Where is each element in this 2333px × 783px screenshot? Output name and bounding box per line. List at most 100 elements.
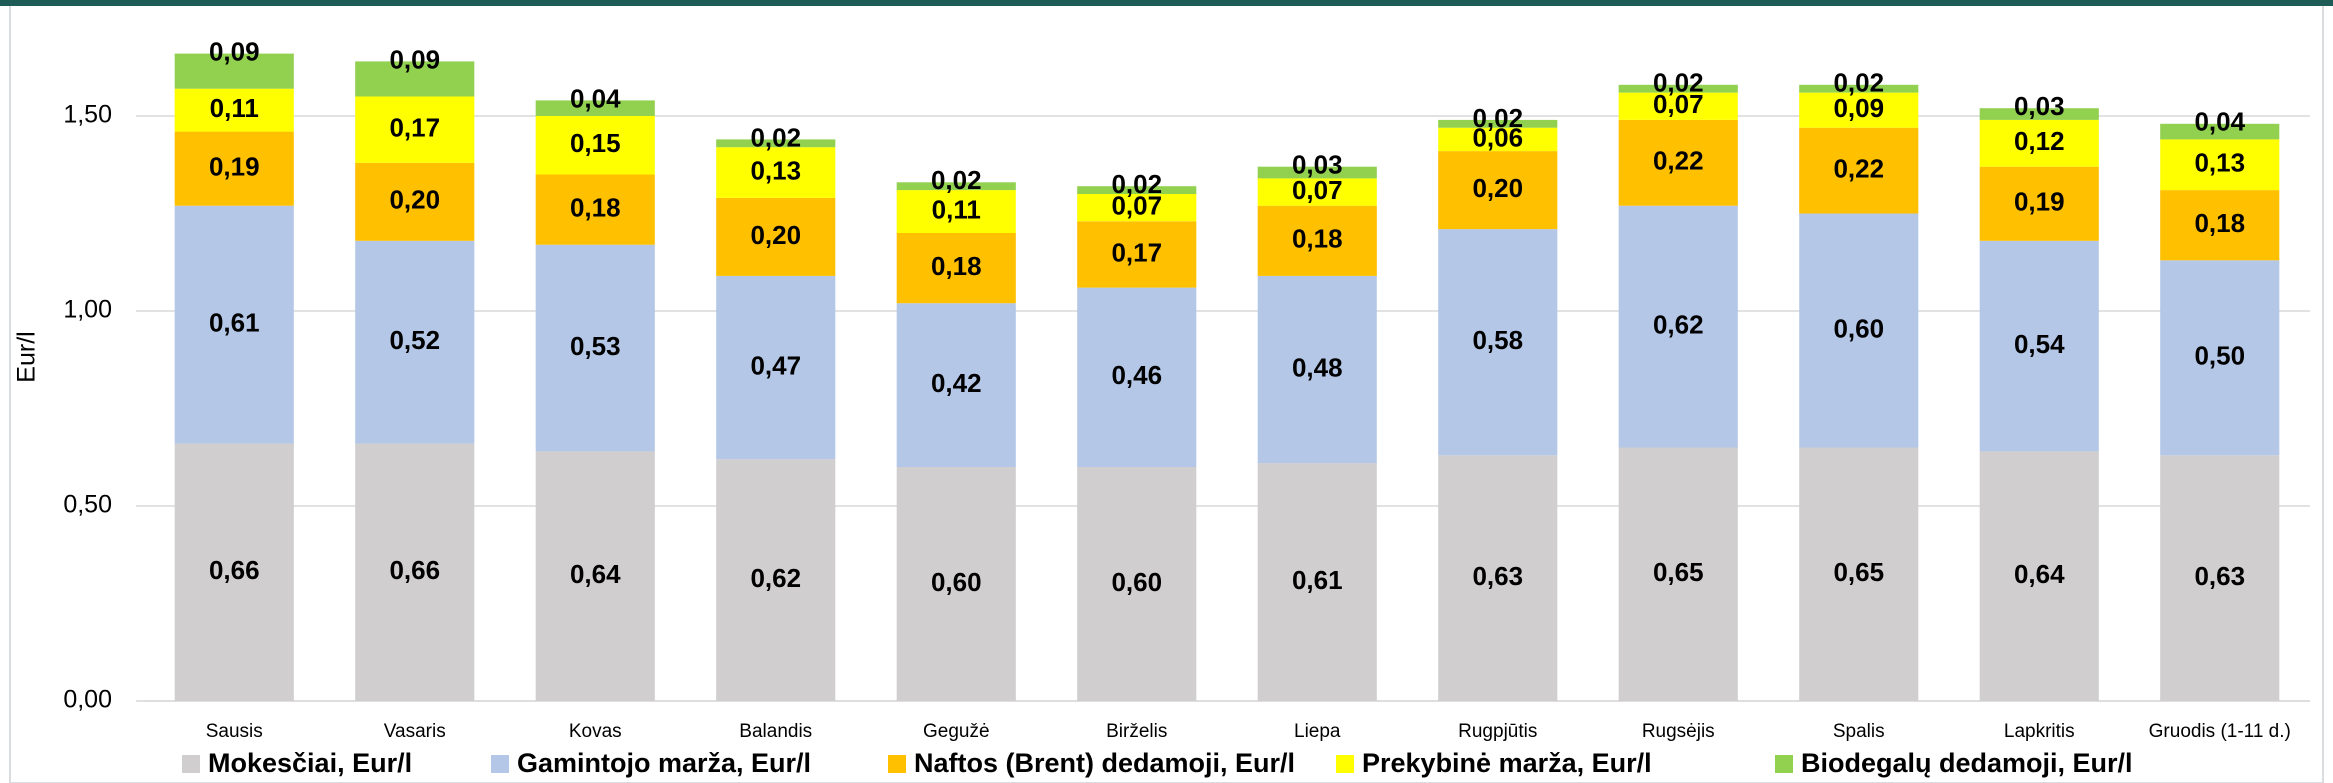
x-tick-label: Gegužė	[923, 721, 990, 742]
bar-segment	[1438, 455, 1558, 701]
top-bar	[0, 0, 2333, 6]
data-label: 0,11	[932, 194, 981, 224]
data-label: 0,04	[2194, 107, 2245, 137]
bar-segment	[174, 88, 294, 132]
y-axis-label: Eur/l	[13, 331, 41, 382]
bar-segment	[1618, 447, 1738, 701]
data-label: 0,02	[1833, 68, 1884, 98]
data-label: 0,20	[750, 220, 801, 250]
bar-segment	[174, 53, 294, 89]
data-label: 0,07	[1653, 89, 1704, 119]
x-tick-label: Kovas	[569, 721, 622, 742]
data-label: 0,02	[1653, 68, 1704, 98]
bar-segment	[1799, 92, 1919, 128]
legend-swatch	[491, 755, 509, 773]
data-label: 0,65	[1653, 557, 1704, 587]
data-label: 0,46	[1111, 360, 1162, 390]
bar-segment	[1257, 275, 1377, 464]
bar-segment	[716, 139, 836, 148]
bar-segment	[174, 205, 294, 444]
legend-swatch	[888, 755, 906, 773]
bar-segment	[896, 467, 1016, 701]
y-tick-label: 0,00	[63, 686, 112, 714]
data-label: 0,13	[2194, 148, 2245, 178]
data-label: 0,11	[210, 93, 259, 123]
data-label: 0,58	[1472, 325, 1523, 355]
bar-segment	[1979, 451, 2099, 701]
legend-label: Prekybinė marža, Eur/l	[1362, 748, 1652, 778]
data-label: 0,20	[1472, 173, 1523, 203]
data-label: 0,09	[389, 44, 440, 74]
x-tick-label: Rugpjūtis	[1458, 721, 1537, 742]
bar-segment	[535, 244, 655, 452]
bar-segment	[2160, 139, 2280, 191]
bar-segment	[174, 131, 294, 206]
data-label: 0,60	[931, 567, 982, 597]
bar-segment	[1438, 119, 1558, 128]
bar-segment	[1979, 119, 2099, 167]
bar-segment	[1077, 221, 1197, 288]
legend-swatch	[182, 755, 200, 773]
bar-segment	[355, 240, 475, 444]
data-label: 0,64	[570, 559, 621, 589]
data-label: 0,66	[389, 555, 440, 585]
bar-segment	[896, 303, 1016, 467]
bar-segment	[1257, 178, 1377, 206]
data-label: 0,02	[1111, 169, 1162, 199]
data-label: 0,48	[1292, 352, 1343, 382]
bar-segment	[1438, 229, 1558, 456]
legend-label: Mokesčiai, Eur/l	[208, 748, 412, 778]
bar-segment	[1077, 287, 1197, 467]
data-label: 0,61	[209, 308, 260, 338]
data-label: 0,61	[1292, 565, 1343, 595]
data-label: 0,03	[1292, 150, 1343, 180]
bar-segment	[1799, 213, 1919, 448]
bar-segment	[1618, 205, 1738, 448]
data-label: 0,15	[570, 128, 621, 158]
data-label: 0,63	[1472, 561, 1523, 591]
data-label: 0,18	[2194, 208, 2245, 238]
x-tick-label: Balandis	[739, 721, 812, 742]
data-label: 0,60	[1111, 567, 1162, 597]
bar-segment	[896, 233, 1016, 304]
y-tick-label: 0,50	[63, 491, 112, 519]
bar-segment	[1979, 108, 2099, 120]
x-tick-label: Birželis	[1106, 721, 1167, 742]
data-label: 0,07	[1292, 175, 1343, 205]
x-tick-label: Rugsėjis	[1642, 721, 1715, 742]
legend-label: Gamintojo marža, Eur/l	[517, 748, 811, 778]
bar-segment	[355, 61, 475, 97]
data-label: 0,47	[750, 350, 801, 380]
x-tick-label: Lapkritis	[2004, 721, 2075, 742]
data-label: 0,17	[1111, 237, 1162, 267]
bar-segment	[716, 275, 836, 460]
data-label: 0,63	[2194, 561, 2245, 591]
data-label: 0,52	[389, 325, 440, 355]
bar-segment	[1257, 205, 1377, 276]
data-label: 0,64	[2014, 559, 2065, 589]
x-tick-label: Liepa	[1294, 721, 1341, 742]
bar-segment	[1799, 127, 1919, 214]
bar-segment	[535, 174, 655, 245]
bar-segment	[355, 162, 475, 241]
bar-segment	[896, 182, 1016, 191]
bar-segment	[1257, 463, 1377, 701]
data-label: 0,22	[1833, 153, 1884, 183]
data-label: 0,60	[1833, 313, 1884, 343]
bar-segment	[535, 116, 655, 175]
data-label: 0,65	[1833, 557, 1884, 587]
bar-segment	[355, 443, 475, 701]
data-label: 0,53	[570, 331, 621, 361]
bar-segment	[2160, 123, 2280, 140]
bar-segment	[1618, 92, 1738, 120]
data-label: 0,12	[2014, 126, 2065, 156]
bar-segment	[1077, 194, 1197, 222]
data-label: 0,18	[1292, 224, 1343, 254]
bar-segment	[1799, 447, 1919, 701]
data-label: 0,19	[209, 152, 260, 182]
x-tick-label: Sausis	[206, 721, 263, 742]
bar-segment	[535, 451, 655, 701]
data-label: 0,02	[931, 165, 982, 195]
bar-segment	[174, 443, 294, 701]
